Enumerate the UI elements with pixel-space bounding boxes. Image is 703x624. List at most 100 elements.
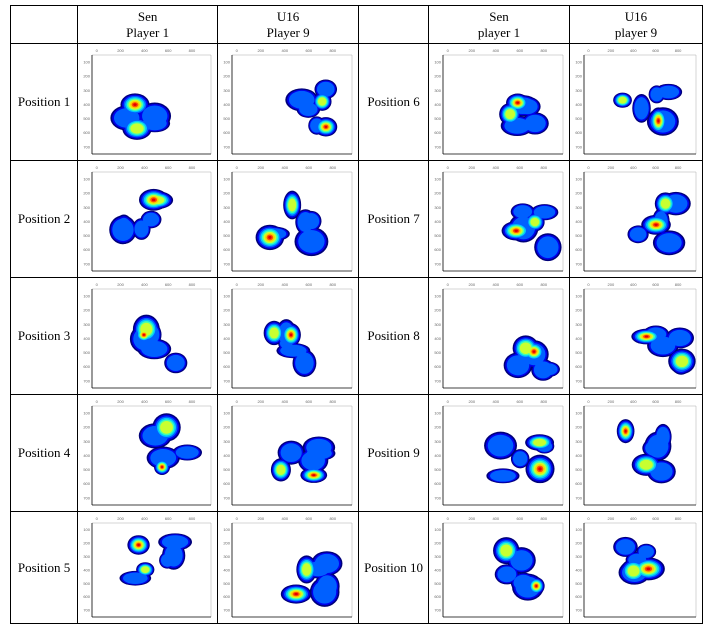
- header-line: Player 1: [126, 24, 170, 40]
- axis-tick-label: 800: [330, 516, 337, 521]
- heatmap: 0 200 400 600 800 100 200 300 400 500 600 700: [575, 516, 697, 617]
- heat-blob: [271, 435, 336, 483]
- heat-layer: [530, 217, 540, 226]
- heatmap-cell: 0 200 400 600 800 100 200 300 400 500 600 700: [77, 394, 219, 512]
- axis-tick-label: 600: [575, 247, 582, 252]
- row-label: Position 10: [358, 511, 429, 624]
- heat-layer: [161, 534, 189, 549]
- axis-tick-label: 400: [575, 218, 582, 223]
- axis-tick-label: 600: [306, 48, 313, 53]
- axis-tick-label: 200: [575, 190, 582, 195]
- corner-cell: [358, 5, 429, 44]
- axis-tick-label: 0: [236, 282, 239, 287]
- heat-layer: [288, 198, 297, 211]
- heat-layer: [268, 235, 272, 239]
- axis-tick-label: 200: [117, 516, 124, 521]
- axis-tick-label: 800: [330, 48, 337, 53]
- axis-tick-label: 400: [282, 165, 289, 170]
- axis-tick-label: 700: [434, 607, 441, 612]
- heatmap: 0 200 400 600 800 100 200 300 400 500 600 700: [575, 282, 697, 388]
- axis-tick-label: 100: [83, 410, 90, 415]
- axis-tick-label: 0: [96, 48, 99, 53]
- axis-tick-label: 600: [652, 165, 659, 170]
- axis-tick-label: 400: [434, 101, 441, 106]
- axis-tick-label: 200: [575, 424, 582, 429]
- axis-tick-label: 600: [83, 594, 90, 599]
- axis-tick-label: 0: [236, 48, 239, 53]
- heatmap: 0 200 400 600 800 100 200 300 400 500 600 700: [83, 165, 212, 271]
- axis-tick-label: 200: [575, 73, 582, 78]
- heat-layer: [489, 469, 516, 482]
- axis-tick-label: 200: [117, 282, 124, 287]
- axis-tick-label: 800: [330, 282, 337, 287]
- heatmap: 0 200 400 600 800 100 200 300 400 500 600 700: [434, 516, 564, 617]
- axis-tick-label: 300: [83, 438, 90, 443]
- axis-tick-label: 300: [575, 553, 582, 558]
- header-cell: U16 Player 9: [217, 5, 360, 44]
- axis-tick-label: 600: [516, 165, 523, 170]
- row-label: Position 1: [9, 43, 79, 161]
- heat-layer: [675, 355, 689, 367]
- axis-tick-label: 0: [96, 516, 99, 521]
- axis-tick-label: 300: [223, 204, 230, 209]
- axis-tick-label: 200: [117, 48, 124, 53]
- heat-layer: [289, 332, 293, 336]
- header-line: Player 9: [266, 24, 310, 40]
- axis-tick-label: 700: [83, 378, 90, 383]
- heat-blob: [613, 536, 665, 585]
- axis-tick-label: 100: [434, 59, 441, 64]
- axis-tick-label: 200: [83, 190, 90, 195]
- axis-tick-label: 0: [447, 516, 450, 521]
- axis-tick-label: 0: [447, 282, 450, 287]
- axis-tick-label: 200: [258, 516, 265, 521]
- heat-blob: [613, 83, 683, 136]
- axis-tick-label: 400: [575, 101, 582, 106]
- axis-tick-label: 400: [630, 48, 637, 53]
- axis-tick-label: 500: [434, 580, 441, 585]
- heat-blob: [109, 188, 174, 244]
- heat-layer: [510, 549, 533, 571]
- axis-tick-label: 200: [575, 307, 582, 312]
- axis-tick-label: 500: [575, 350, 582, 355]
- axis-tick-label: 600: [575, 364, 582, 369]
- axis-tick-label: 100: [223, 527, 230, 532]
- axis-tick-label: 600: [575, 594, 582, 599]
- axis-tick-label: 300: [575, 87, 582, 92]
- axis-tick-label: 300: [223, 438, 230, 443]
- heat-layer: [161, 465, 164, 468]
- axis-tick-label: 700: [223, 261, 230, 266]
- axis-tick-label: 600: [516, 48, 523, 53]
- axis-tick-label: 200: [258, 399, 265, 404]
- axis-tick-label: 200: [223, 73, 230, 78]
- heat-layer: [650, 86, 664, 101]
- axis-tick-label: 700: [223, 495, 230, 500]
- heatmap: 0 200 400 600 800 100 200 300 400 500 600 700: [223, 48, 353, 154]
- axis-tick-label: 500: [434, 350, 441, 355]
- axis-tick-label: 500: [434, 467, 441, 472]
- axis-tick-label: 600: [652, 48, 659, 53]
- axis-tick-label: 300: [223, 321, 230, 326]
- heat-layer: [506, 354, 530, 375]
- heat-layer: [312, 473, 316, 476]
- row-label: Position 6: [358, 43, 429, 161]
- heat-layer: [314, 553, 340, 573]
- axis-tick-label: 700: [575, 607, 582, 612]
- axis-tick-label: 700: [575, 495, 582, 500]
- axis-tick-label: 700: [434, 144, 441, 149]
- header-row: Sen Player 1 U16 Player 9 Sen player 1 U16 play…: [9, 5, 703, 44]
- heat-layer: [627, 565, 640, 576]
- heatmap: 0 200 400 600 800 100 200 300 400 500 600 700: [575, 48, 697, 154]
- axis-tick-label: 700: [83, 261, 90, 266]
- axis-tick-label: 200: [608, 48, 615, 53]
- header-cell: U16 player 9: [568, 5, 703, 44]
- heat-blob: [503, 334, 560, 381]
- axis-tick-label: 0: [236, 516, 239, 521]
- axis-tick-label: 200: [468, 48, 475, 53]
- axis-tick-label: 800: [330, 399, 337, 404]
- axis-tick-label: 100: [434, 410, 441, 415]
- axis-tick-label: 400: [492, 399, 499, 404]
- axis-tick-label: 600: [83, 247, 90, 252]
- heatmap-cell: 0 200 400 600 800 100 200 300 400 500 600 700: [568, 511, 703, 624]
- axis-tick-label: 200: [83, 424, 90, 429]
- axis-tick-label: 100: [434, 293, 441, 298]
